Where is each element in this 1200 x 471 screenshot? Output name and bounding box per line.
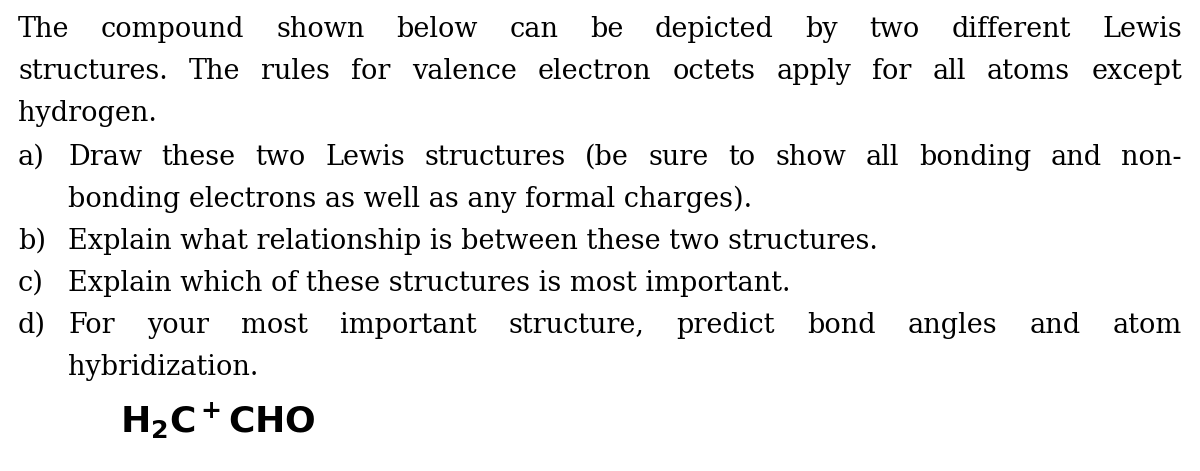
Text: octets: octets [672,58,755,85]
Text: for: for [872,58,912,85]
Text: Explain which of these structures is most important.: Explain which of these structures is mos… [68,270,791,297]
Text: to: to [728,144,756,171]
Text: a): a) [18,144,44,171]
Text: c): c) [18,270,44,297]
Text: except: except [1091,58,1182,85]
Text: structure,: structure, [509,312,644,339]
Text: sure: sure [649,144,709,171]
Text: and: and [1051,144,1102,171]
Text: below: below [396,16,478,43]
Text: valence: valence [412,58,516,85]
Text: angles: angles [908,312,997,339]
Text: show: show [775,144,846,171]
Text: and: and [1030,312,1081,339]
Text: two: two [870,16,919,43]
Text: $\mathbf{H_2C^+CHO}$: $\mathbf{H_2C^+CHO}$ [120,400,316,440]
Text: for: for [352,58,391,85]
Text: Lewis: Lewis [1103,16,1182,43]
Text: d): d) [18,312,46,339]
Text: by: by [805,16,838,43]
Text: most: most [241,312,307,339]
Text: non-: non- [1121,144,1182,171]
Text: Lewis: Lewis [325,144,404,171]
Text: these: these [162,144,236,171]
Text: bonding electrons as well as any formal charges).: bonding electrons as well as any formal … [68,186,752,213]
Text: apply: apply [776,58,851,85]
Text: hydrogen.: hydrogen. [18,100,157,127]
Text: bond: bond [808,312,876,339]
Text: The: The [188,58,240,85]
Text: electron: electron [538,58,652,85]
Text: your: your [146,312,209,339]
Text: be: be [590,16,623,43]
Text: can: can [509,16,558,43]
Text: predict: predict [677,312,775,339]
Text: (be: (be [586,144,629,171]
Text: bonding: bonding [919,144,1031,171]
Text: The: The [18,16,70,43]
Text: structures.: structures. [18,58,168,85]
Text: structures: structures [425,144,565,171]
Text: shown: shown [276,16,365,43]
Text: depicted: depicted [655,16,774,43]
Text: different: different [952,16,1070,43]
Text: compound: compound [101,16,245,43]
Text: atom: atom [1112,312,1182,339]
Text: hybridization.: hybridization. [68,354,258,381]
Text: Draw: Draw [68,144,142,171]
Text: b): b) [18,228,46,255]
Text: all: all [865,144,899,171]
Text: two: two [256,144,306,171]
Text: atoms: atoms [988,58,1070,85]
Text: For: For [68,312,115,339]
Text: important: important [340,312,476,339]
Text: rules: rules [262,58,330,85]
Text: Explain what relationship is between these two structures.: Explain what relationship is between the… [68,228,878,255]
Text: all: all [932,58,966,85]
